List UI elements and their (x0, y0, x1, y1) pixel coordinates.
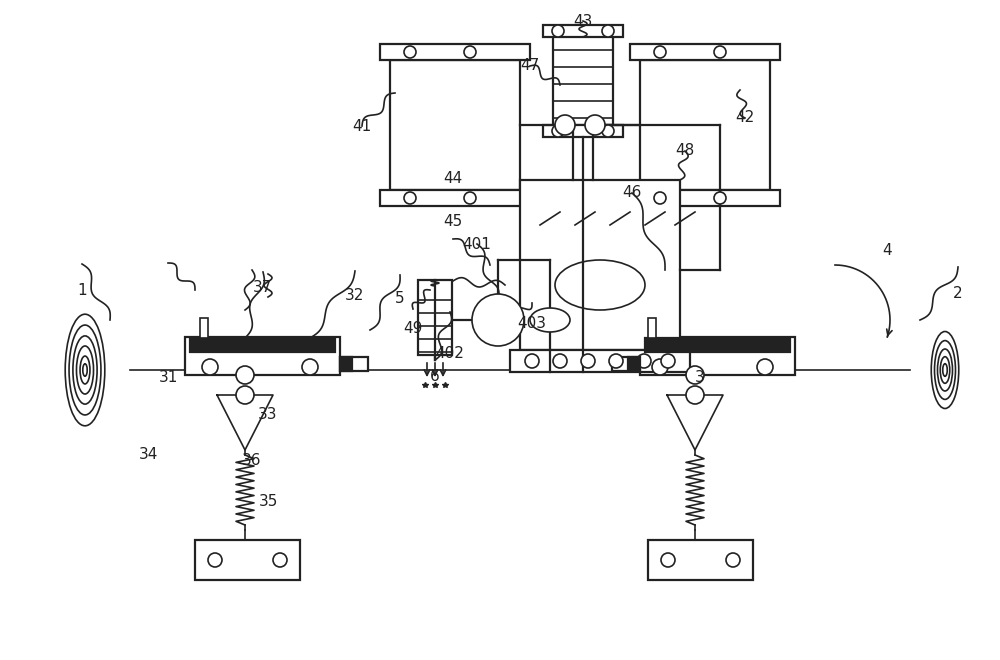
Circle shape (202, 359, 218, 375)
Circle shape (714, 192, 726, 204)
Text: 4: 4 (882, 244, 892, 258)
Bar (640, 337, 795, 375)
Polygon shape (667, 395, 723, 450)
Bar (630, 44, 780, 60)
Ellipse shape (80, 356, 90, 384)
Bar (510, 350, 690, 372)
Text: 47: 47 (520, 59, 540, 73)
Circle shape (404, 192, 416, 204)
Bar (340, 357, 368, 371)
Circle shape (602, 25, 614, 37)
Bar (200, 318, 208, 338)
Text: 48: 48 (675, 143, 695, 158)
Bar (418, 280, 452, 355)
Bar (648, 540, 753, 580)
Text: 43: 43 (573, 14, 593, 28)
Bar (543, 125, 623, 137)
Circle shape (472, 294, 524, 346)
Circle shape (637, 354, 651, 368)
Bar (648, 318, 656, 338)
Text: 49: 49 (403, 321, 423, 336)
Bar (645, 338, 790, 352)
Ellipse shape (73, 336, 97, 404)
Bar (628, 357, 640, 371)
Circle shape (686, 366, 704, 384)
Text: 41: 41 (352, 119, 372, 134)
Circle shape (661, 354, 675, 368)
Circle shape (654, 192, 666, 204)
Ellipse shape (83, 364, 87, 376)
Bar (543, 25, 623, 37)
Bar (520, 180, 680, 350)
Bar (380, 190, 530, 206)
Circle shape (686, 386, 704, 404)
Circle shape (404, 46, 416, 58)
Ellipse shape (530, 308, 570, 332)
Circle shape (236, 366, 254, 384)
Circle shape (464, 192, 476, 204)
Ellipse shape (938, 349, 952, 391)
Circle shape (652, 359, 668, 375)
Ellipse shape (931, 331, 959, 409)
Text: 1: 1 (77, 283, 87, 298)
Ellipse shape (69, 325, 101, 415)
Text: 34: 34 (138, 447, 158, 461)
Ellipse shape (65, 314, 105, 426)
Text: 36: 36 (242, 453, 262, 468)
Ellipse shape (940, 356, 950, 383)
Bar (195, 540, 300, 580)
Text: 45: 45 (443, 214, 463, 228)
Circle shape (757, 359, 773, 375)
Bar (340, 357, 352, 371)
Circle shape (552, 25, 564, 37)
Ellipse shape (934, 341, 956, 399)
Circle shape (602, 125, 614, 137)
Circle shape (525, 354, 539, 368)
Circle shape (654, 46, 666, 58)
Circle shape (581, 354, 595, 368)
Text: 2: 2 (953, 286, 963, 301)
Bar (630, 190, 780, 206)
Text: 33: 33 (258, 407, 278, 422)
Circle shape (464, 46, 476, 58)
Text: 46: 46 (622, 185, 642, 200)
Text: 32: 32 (345, 288, 365, 302)
Ellipse shape (555, 260, 645, 310)
Ellipse shape (76, 346, 94, 394)
Circle shape (726, 553, 740, 567)
Bar (612, 357, 640, 371)
Text: 42: 42 (735, 110, 755, 125)
Bar (553, 35, 613, 125)
Text: 44: 44 (443, 171, 463, 185)
Text: 31: 31 (158, 370, 178, 385)
Text: 6: 6 (430, 369, 440, 383)
Circle shape (553, 354, 567, 368)
Text: 403: 403 (518, 316, 546, 331)
Text: 37: 37 (253, 280, 273, 294)
Bar (380, 44, 530, 60)
Circle shape (208, 553, 222, 567)
Circle shape (609, 354, 623, 368)
Circle shape (302, 359, 318, 375)
Circle shape (236, 386, 254, 404)
Bar (640, 60, 770, 190)
Circle shape (555, 115, 575, 135)
Polygon shape (217, 395, 273, 450)
Circle shape (585, 115, 605, 135)
Bar (390, 60, 520, 190)
Text: 5: 5 (395, 291, 405, 306)
Text: 401: 401 (463, 237, 491, 251)
Circle shape (552, 125, 564, 137)
Circle shape (714, 46, 726, 58)
Text: 402: 402 (436, 346, 464, 360)
Text: 35: 35 (258, 494, 278, 509)
Circle shape (661, 553, 675, 567)
Bar (190, 338, 335, 352)
Ellipse shape (943, 364, 947, 376)
Text: 3: 3 (695, 370, 705, 385)
Bar (185, 337, 340, 375)
Circle shape (273, 553, 287, 567)
